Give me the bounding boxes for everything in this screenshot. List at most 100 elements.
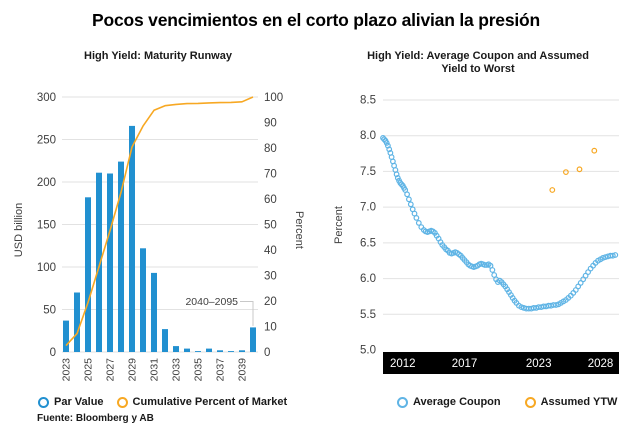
data-point: [600, 254, 606, 261]
left-y-tick: 0: [50, 347, 56, 359]
left-y-tick: 200: [37, 177, 56, 189]
left-chart-plot: 0 50 100 150 200 250 300 0 10 20 30 40 50 60 70 80 90 100…: [13, 92, 305, 381]
right-y-tick: 90: [264, 118, 277, 130]
data-point: [407, 201, 414, 208]
y-tick: 8.5: [360, 95, 376, 107]
x-tick: 2028: [588, 358, 614, 370]
data-point: [393, 171, 400, 178]
right-y-tick: 10: [264, 322, 277, 334]
x-axis-band: [383, 352, 619, 374]
assumed-ytw-points: [549, 147, 598, 193]
data-point: [413, 214, 420, 221]
x-tick: 2017: [452, 358, 478, 370]
x-tick: 2037: [215, 358, 227, 382]
bar: [239, 350, 245, 352]
legend-item-cumulative-percent: Cumulative Percent of Market: [116, 396, 288, 408]
legend-label: Assumed YTW: [540, 396, 618, 408]
left-chart-title: High Yield: Maturity Runway: [84, 50, 232, 62]
bar: [217, 350, 223, 352]
left-y-tick: 100: [37, 262, 56, 274]
x-tick: 2031: [149, 358, 161, 382]
right-y-axis-label: Percent: [293, 211, 305, 249]
bar: [162, 329, 168, 352]
bar: [107, 173, 113, 352]
assumed-ytw-marker-icon: [524, 396, 536, 408]
data-point: [404, 191, 411, 198]
data-point: [489, 267, 496, 273]
data-point: [383, 139, 390, 146]
annotation-label: 2040–2095: [185, 296, 238, 308]
par-value-bars: [63, 125, 256, 353]
y-tick: 6.5: [360, 237, 376, 249]
left-y-axis-label: USD billion: [13, 203, 25, 257]
data-point: [563, 169, 569, 176]
x-tick: 2012: [390, 358, 416, 370]
data-point: [576, 166, 583, 173]
right-y-tick: 30: [264, 271, 277, 283]
right-y-tick: 50: [264, 220, 277, 232]
y-tick: 8.0: [360, 130, 376, 142]
right-y-tick: 70: [264, 169, 277, 181]
bar: [184, 348, 190, 352]
data-point: [394, 174, 401, 181]
y-tick: 7.0: [360, 202, 376, 214]
legend-item-assumed-ytw: Assumed YTW: [524, 396, 618, 408]
x-tick: 2039: [237, 358, 249, 382]
x-tick: 2029: [127, 358, 139, 382]
y-tick: 6.0: [360, 273, 376, 285]
data-point: [612, 252, 619, 258]
data-point: [482, 262, 488, 268]
bar: [129, 125, 135, 353]
right-y-tick: 0: [264, 347, 270, 359]
right-y-tick: 100: [264, 92, 283, 104]
y-tick: 5.5: [360, 309, 376, 321]
bar: [140, 248, 146, 352]
cumulative-percent-marker-icon: [116, 396, 128, 408]
page-title: Pocos vencimientos en el corto plazo ali…: [91, 10, 541, 30]
x-tick: 2023: [61, 358, 73, 382]
y-tick: 7.5: [360, 166, 376, 178]
y-axis-label: Percent: [333, 206, 345, 244]
right-chart-title: High Yield: Average Coupon and Assumed Y…: [367, 50, 589, 75]
legend-item-par-value: Par Value: [38, 396, 104, 408]
right-y-tick: 60: [264, 194, 277, 206]
bar: [74, 292, 80, 352]
legend-item-average-coupon: Average Coupon: [397, 396, 501, 408]
bar: [96, 172, 102, 352]
average-coupon-points: [380, 134, 619, 312]
source-note: Fuente: Bloomberg y AB: [37, 413, 154, 424]
legend-label: Cumulative Percent of Market: [132, 396, 288, 408]
right-y-tick: 80: [264, 143, 277, 155]
bar: [63, 320, 69, 352]
right-y-tick: 40: [264, 245, 277, 257]
data-point: [591, 147, 598, 154]
left-y-tick: 250: [37, 135, 56, 147]
bar: [118, 161, 124, 352]
x-tick: 2027: [105, 358, 117, 382]
bar: [228, 351, 234, 352]
y-tick: 5.0: [360, 345, 376, 357]
left-y-tick: 50: [43, 305, 56, 317]
x-tick: 2023: [526, 358, 552, 370]
left-y-tick: 150: [37, 220, 56, 232]
legend-label: Average Coupon: [413, 396, 501, 408]
left-y-tick: 300: [37, 92, 56, 104]
right-chart-legend: Average Coupon Assumed YTW: [397, 396, 617, 408]
cumulative-line: [65, 96, 254, 347]
legend-label: Par Value: [54, 396, 104, 408]
data-point: [386, 146, 393, 153]
data-point: [549, 187, 556, 193]
data-point: [406, 196, 412, 203]
left-chart-legend: Par Value Cumulative Percent of Market: [38, 396, 287, 408]
data-point: [415, 219, 422, 226]
par-value-marker-icon: [38, 396, 49, 408]
right-y-tick: 20: [264, 296, 277, 308]
data-point: [553, 302, 559, 308]
bar: [195, 351, 201, 352]
annotation-connector: [240, 301, 254, 326]
average-coupon-marker-icon: [397, 396, 408, 408]
bar: [151, 272, 157, 352]
bar: [250, 327, 256, 352]
